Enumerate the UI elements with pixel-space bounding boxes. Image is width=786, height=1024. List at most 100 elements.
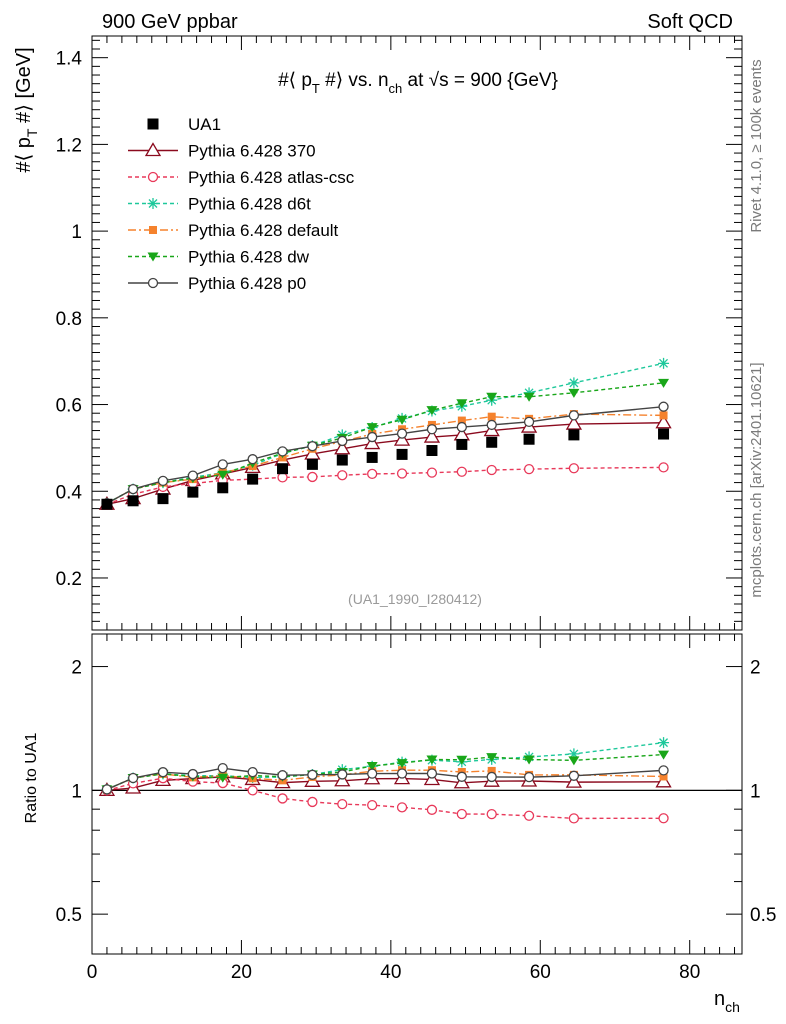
ratio-point-pythia-6-428-atlas-csc xyxy=(307,796,318,808)
data-point-pythia-6-428-p0 xyxy=(367,431,378,443)
ratio-tick-label-left: 1 xyxy=(71,781,82,802)
x-tick-label: 20 xyxy=(231,962,252,983)
data-point-pythia-6-428-p0 xyxy=(307,441,318,452)
data-point-pythia-6-428-370 xyxy=(393,431,411,446)
legend-marker xyxy=(147,118,159,130)
x-tick-label: 60 xyxy=(530,962,551,983)
ratio-point-pythia-6-428-p0 xyxy=(456,771,467,782)
data-point-pythia-6-428-dw xyxy=(456,399,468,409)
ratio-tick-label-right: 2 xyxy=(750,658,761,679)
ratio-tick-label-left: 2 xyxy=(71,658,82,679)
data-point-pythia-6-428-p0 xyxy=(337,435,348,447)
y-tick-label: 0.6 xyxy=(56,396,82,417)
ratio-panel-frame xyxy=(91,633,743,955)
ratio-point-pythia-6-428-dw xyxy=(426,755,438,765)
data-point-ua1 xyxy=(456,438,468,450)
ratio-tick-label-right: 0.5 xyxy=(750,905,776,926)
ratio-point-pythia-6-428-atlas-csc xyxy=(396,802,408,813)
data-point-pythia-6-428-atlas-csc xyxy=(367,468,378,480)
data-point-pythia-6-428-dw xyxy=(426,406,438,416)
header-left-label: 900 GeV ppbar xyxy=(102,11,238,33)
ratio-point-pythia-6-428-370 xyxy=(655,773,672,788)
data-point-ua1 xyxy=(568,429,580,441)
y-tick-label: 1.4 xyxy=(56,49,83,70)
data-point-ua1 xyxy=(187,486,199,498)
ratio-point-pythia-6-428-p0 xyxy=(337,769,348,780)
ratio-point-pythia-6-428-atlas-csc xyxy=(486,809,497,820)
data-point-pythia-6-428-dw xyxy=(396,415,408,425)
x-tick-label: 80 xyxy=(679,962,700,983)
data-point-ua1 xyxy=(486,436,498,448)
data-point-pythia-6-428-p0 xyxy=(486,419,497,431)
data-point-ua1 xyxy=(101,498,113,510)
ratio-point-pythia-6-428-d6t xyxy=(568,748,580,760)
data-point-pythia-6-428-370 xyxy=(423,428,441,443)
ratio-point-pythia-6-428-atlas-csc xyxy=(658,813,669,824)
ratio-point-pythia-6-428-p0 xyxy=(658,765,669,776)
ratio-point-pythia-6-428-p0 xyxy=(523,771,535,783)
x-tick-label: 40 xyxy=(380,962,401,983)
ratio-point-pythia-6-428-p0 xyxy=(187,768,199,780)
y-tick-label: 1.2 xyxy=(56,135,82,156)
ratio-point-pythia-6-428-370 xyxy=(565,773,583,788)
data-point-pythia-6-428-d6t xyxy=(568,377,580,389)
data-point-ua1 xyxy=(127,495,139,507)
y-tick-label: 0.4 xyxy=(56,482,83,503)
ratio-point-pythia-6-428-dw xyxy=(217,773,229,783)
data-point-ua1 xyxy=(306,458,318,470)
data-point-pythia-6-428-d6t xyxy=(658,357,670,369)
ratio-point-pythia-6-428-dw xyxy=(456,755,468,765)
ratio-point-pythia-6-428-dw xyxy=(366,761,378,771)
data-point-ua1 xyxy=(658,428,670,440)
ratio-point-pythia-6-428-dw xyxy=(658,750,670,760)
data-point-pythia-6-428-atlas-csc xyxy=(658,462,669,473)
data-point-pythia-6-428-p0 xyxy=(217,459,228,470)
ratio-point-pythia-6-428-atlas-csc xyxy=(426,804,438,815)
data-point-pythia-6-428-dw xyxy=(217,470,229,480)
data-point-pythia-6-428-p0 xyxy=(157,475,169,486)
analysis-watermark: (UA1_1990_I280412) xyxy=(348,591,482,607)
legend-label: Pythia 6.428 default xyxy=(188,221,339,240)
ratio-point-pythia-6-428-atlas-csc xyxy=(277,793,288,804)
data-point-pythia-6-428-dw xyxy=(658,378,670,388)
ratio-tick-label-right: 1 xyxy=(750,781,761,802)
data-point-pythia-6-428-atlas-csc xyxy=(426,467,438,478)
data-point-pythia-6-428-p0 xyxy=(187,470,199,481)
data-point-pythia-6-428-default xyxy=(457,416,466,425)
ratio-line-pythia-6-428-default xyxy=(106,769,664,791)
y-tick-label: 1 xyxy=(71,222,82,243)
legend-marker xyxy=(147,171,159,183)
data-point-pythia-6-428-dw xyxy=(366,423,378,433)
ratio-point-pythia-6-428-dw xyxy=(396,759,408,769)
data-point-pythia-6-428-dw xyxy=(568,388,580,398)
data-point-pythia-6-428-default xyxy=(659,411,668,420)
ratio-point-pythia-6-428-atlas-csc xyxy=(337,798,348,810)
data-point-ua1 xyxy=(217,482,229,494)
data-point-ua1 xyxy=(277,463,289,475)
data-point-pythia-6-428-p0 xyxy=(658,401,669,412)
ratio-point-pythia-6-428-p0 xyxy=(247,766,258,778)
ratio-point-pythia-6-428-atlas-csc xyxy=(247,785,258,796)
mcplots-side-label: mcplots.cern.ch [arXiv:2401.10621] xyxy=(748,362,765,597)
ratio-point-pythia-6-428-dw xyxy=(568,756,580,766)
axes-group: 0 20 40 60 80 0.2 0.4 0.6 0.8 1 1.2 1.4 0.5 0.5 1 1 2 2 xyxy=(56,36,776,983)
data-point-pythia-6-428-atlas-csc xyxy=(337,470,348,481)
data-point-pythia-6-428-p0 xyxy=(568,410,580,421)
main-panel-frame xyxy=(91,35,743,631)
legend-marker xyxy=(147,198,159,209)
ratio-point-pythia-6-428-p0 xyxy=(101,784,113,795)
ratio-point-pythia-6-428-p0 xyxy=(568,770,580,781)
data-point-pythia-6-428-default xyxy=(487,412,496,421)
y-tick-label: 0.8 xyxy=(56,309,82,330)
data-point-pythia-6-428-p0 xyxy=(396,428,408,439)
ratio-y-axis-label: Ratio to UA1 xyxy=(23,733,40,824)
data-point-pythia-6-428-atlas-csc xyxy=(307,471,318,483)
data-point-pythia-6-428-atlas-csc xyxy=(277,472,288,483)
rivet-side-label: Rivet 4.1.0, ≥ 100k events xyxy=(748,59,765,232)
ratio-point-pythia-6-428-default xyxy=(487,766,496,775)
data-point-pythia-6-428-dw xyxy=(523,392,535,402)
legend-marker xyxy=(147,252,159,262)
ratio-point-pythia-6-428-atlas-csc xyxy=(367,799,378,811)
data-point-pythia-6-428-370 xyxy=(655,414,672,429)
